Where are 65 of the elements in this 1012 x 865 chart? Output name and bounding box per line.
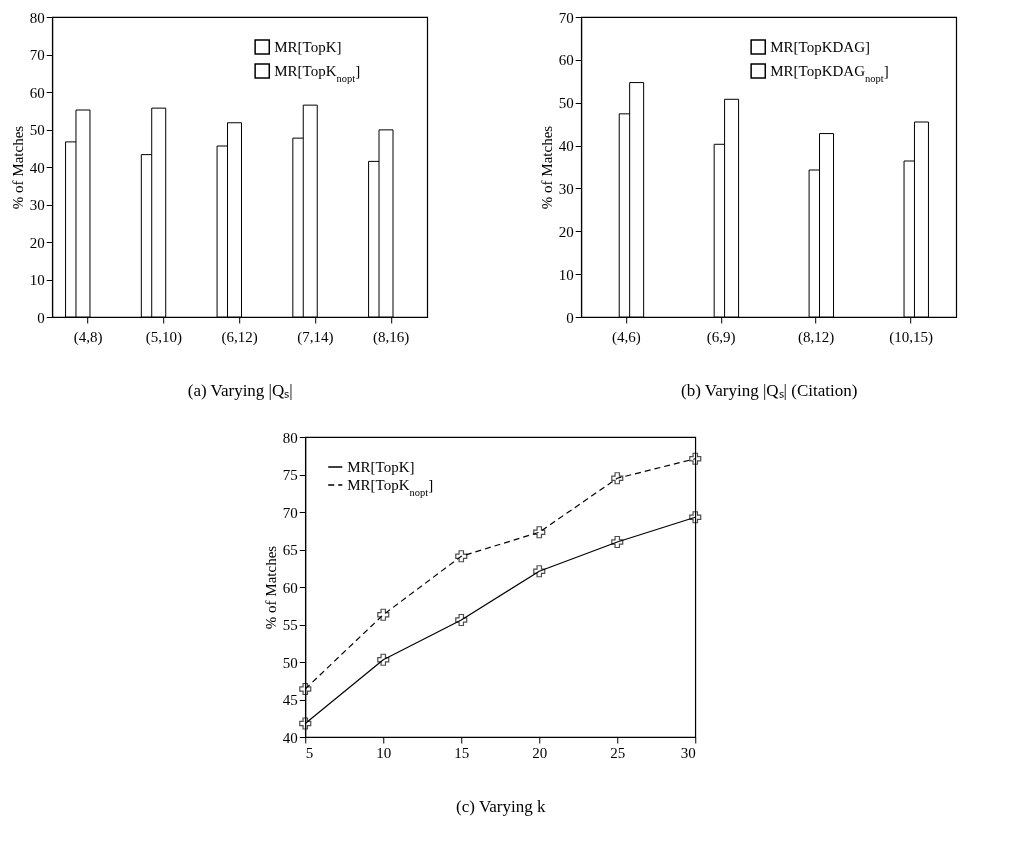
legend-label: MR[TopK] xyxy=(347,459,415,475)
point xyxy=(377,608,390,621)
y-tick-label: 55 xyxy=(282,617,298,633)
y-tick-label: 50 xyxy=(282,654,298,671)
y-tick-label: 80 xyxy=(29,9,45,26)
y-tick-label: 80 xyxy=(282,429,298,446)
y-axis-title: % of Matches xyxy=(262,545,279,630)
x-tick-label: (7,14) xyxy=(297,328,334,346)
x-tick-label: (10,15) xyxy=(889,328,933,346)
y-axis-title: % of Matches xyxy=(538,125,555,210)
y-tick-label: 30 xyxy=(558,180,574,197)
point xyxy=(455,613,468,627)
y-tick-label: 0 xyxy=(37,309,45,326)
point xyxy=(533,565,546,578)
x-tick-label: (5,10) xyxy=(145,328,183,346)
y-tick-label: 30 xyxy=(29,197,45,213)
point xyxy=(455,550,468,563)
point xyxy=(611,535,624,549)
y-tick-label: 40 xyxy=(558,138,574,155)
legend-label: MR[TopK$_{nopt}$] xyxy=(274,63,361,84)
y-tick-label: 60 xyxy=(282,579,298,596)
x-tick-label: 20 xyxy=(532,744,548,761)
y-tick-label: 20 xyxy=(558,223,574,240)
y-tick-label: 65 xyxy=(282,542,298,558)
y-tick-label: 45 xyxy=(282,692,298,708)
y-tick-label: 50 xyxy=(29,122,45,138)
y-axis-title: % of Matches xyxy=(9,125,26,210)
x-tick-label: (4,6) xyxy=(611,328,641,346)
x-tick-label: 15 xyxy=(454,744,470,761)
x-axis-title: (a) Varying |Qₛ| xyxy=(187,380,293,400)
x-tick-label: 10 xyxy=(376,744,392,761)
legend-label: MR[TopK] xyxy=(274,39,342,55)
y-tick-label: 10 xyxy=(29,272,45,288)
y-tick-label: 60 xyxy=(29,84,45,101)
x-tick-label: (4,8) xyxy=(73,328,103,346)
y-tick-label: 40 xyxy=(282,729,298,746)
y-tick-label: 70 xyxy=(558,9,574,26)
legend-label: MR[TopKDAG] xyxy=(770,39,870,55)
point xyxy=(689,452,702,465)
x-tick-label: (8,12) xyxy=(798,328,835,346)
y-tick-label: 40 xyxy=(29,159,45,176)
x-tick-label: (6,12) xyxy=(221,328,258,346)
y-tick-label: 20 xyxy=(29,234,45,251)
y-tick-label: 75 xyxy=(282,467,298,483)
point xyxy=(689,511,702,524)
x-tick-label: (8,16) xyxy=(373,328,410,346)
x-tick-label: 25 xyxy=(610,744,626,761)
point xyxy=(299,682,312,696)
y-tick-label: 60 xyxy=(558,52,574,69)
y-tick-label: 0 xyxy=(566,309,574,326)
x-tick-label: (6,9) xyxy=(706,328,736,346)
y-tick-label: 70 xyxy=(29,47,45,63)
x-axis-title: (b) Varying |Qₛ| (Citation) xyxy=(681,380,858,400)
y-tick-label: 50 xyxy=(558,95,574,112)
y-tick-label: 10 xyxy=(558,266,574,283)
point xyxy=(611,472,624,485)
legend-label: MR[TopKDAG$_{nopt}$] xyxy=(770,63,889,84)
x-axis-title: (c) Varying k xyxy=(456,796,546,816)
x-tick-label: 30 xyxy=(680,744,696,761)
point xyxy=(533,526,546,539)
point xyxy=(299,717,312,730)
y-tick-label: 70 xyxy=(282,504,298,521)
point xyxy=(377,653,390,666)
legend-label: MR[TopK$_{nopt}$] xyxy=(347,477,434,498)
x-tick-label: 5 xyxy=(305,744,314,761)
